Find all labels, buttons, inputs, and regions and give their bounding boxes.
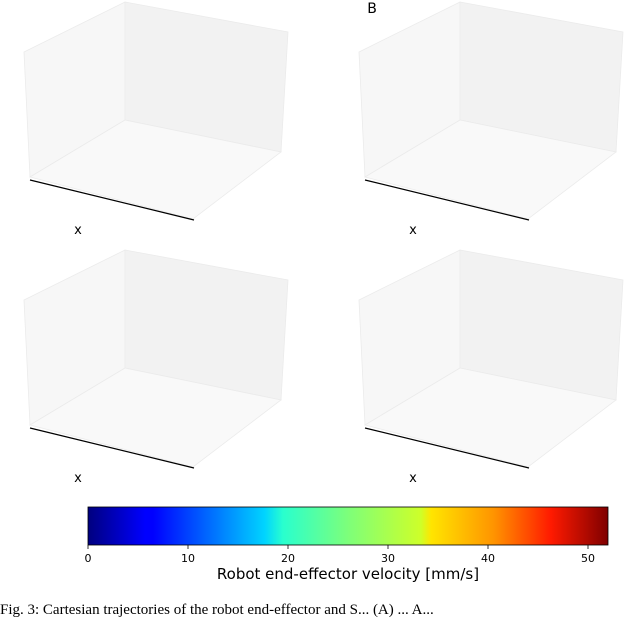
colorbar — [87, 506, 609, 546]
figure: x xBx x Robot end-effector velocity [mm/s]… — [23, 1, 624, 583]
x-axis-label: x — [409, 223, 417, 238]
colorbar-tick-label: 40 — [481, 552, 495, 565]
colorbar-tick-label: 50 — [581, 552, 595, 565]
x-axis-line — [29, 427, 195, 469]
colorbar-tick-label: 20 — [281, 552, 295, 565]
panel-3d: xB — [358, 1, 624, 238]
panel-3d: x — [23, 1, 289, 238]
panel-3d: x — [358, 249, 624, 486]
colorbar-tick-label: 30 — [381, 552, 395, 565]
colorbar-tick-label: 10 — [181, 552, 195, 565]
colorbar-label: Robot end-effector velocity [mm/s] — [217, 565, 479, 583]
colorbar-tick-label: 0 — [85, 552, 92, 565]
panel-3d: x — [23, 249, 289, 486]
x-axis-label: x — [74, 223, 82, 238]
x-axis-label: x — [74, 471, 82, 486]
x-axis-line — [29, 179, 195, 221]
panels: x xBx x — [23, 1, 624, 486]
pane-floor — [363, 119, 617, 220]
pane-floor — [363, 367, 617, 468]
x-axis-line — [364, 427, 530, 469]
pane-floor — [28, 119, 282, 220]
x-axis-line — [364, 179, 530, 221]
panel-label: B — [367, 1, 377, 17]
caption: Fig. 3: Cartesian trajectories of the ro… — [0, 602, 434, 618]
x-axis-label: x — [409, 471, 417, 486]
pane-floor — [28, 367, 282, 468]
